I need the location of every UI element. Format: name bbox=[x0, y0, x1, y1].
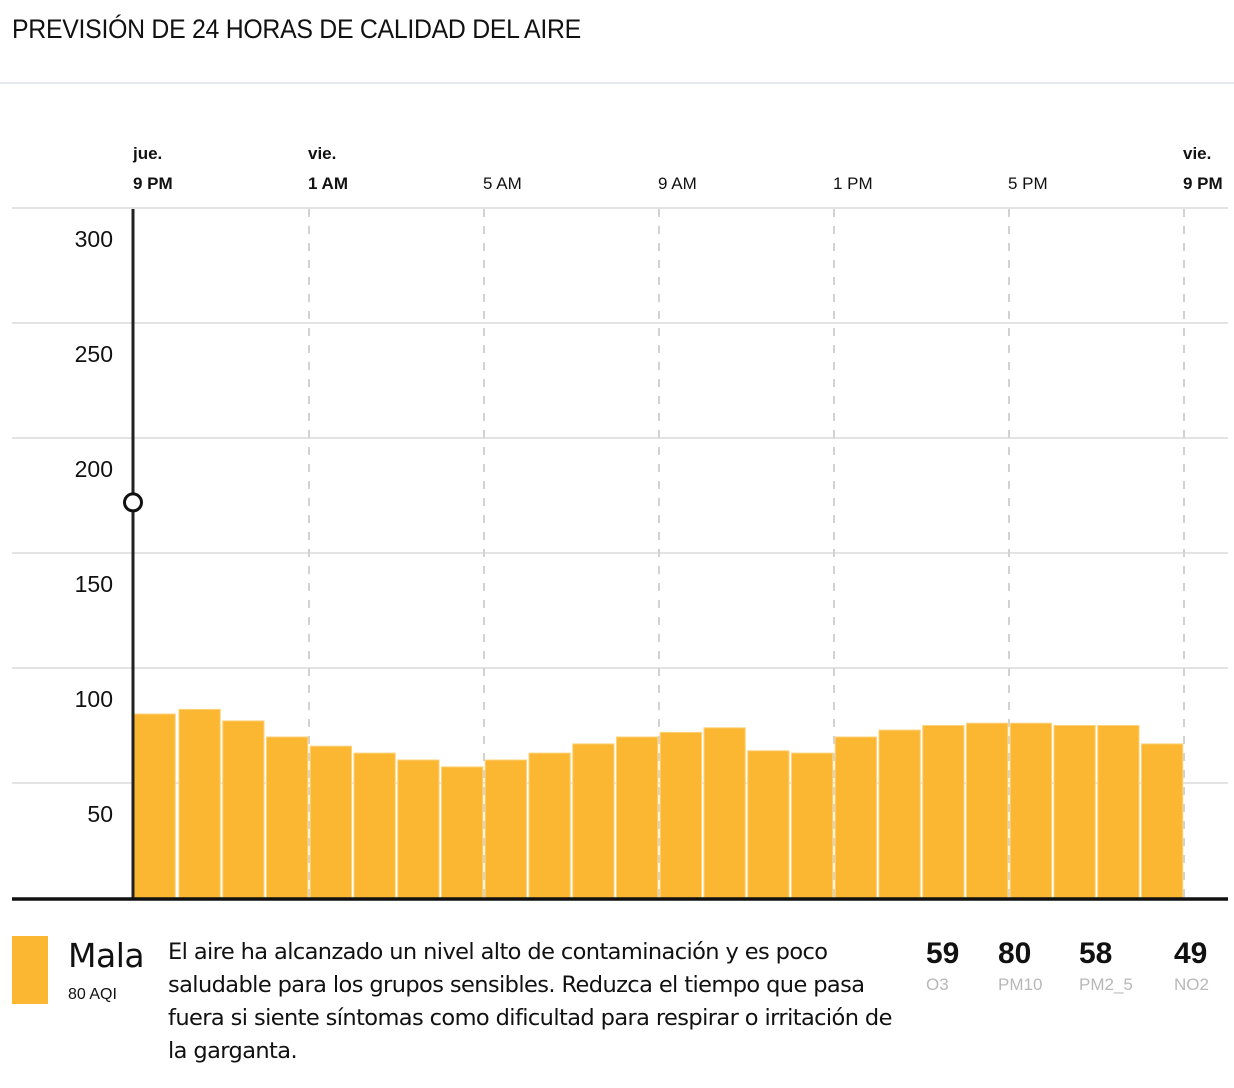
y-tick-label: 50 bbox=[87, 801, 113, 827]
pollutant-no2: 49 NO2 bbox=[1174, 936, 1209, 998]
aqi-bar bbox=[922, 725, 965, 899]
y-tick-label: 200 bbox=[75, 456, 113, 482]
y-tick-label: 150 bbox=[75, 571, 113, 597]
aqi-bar bbox=[1141, 743, 1184, 899]
y-tick-label: 300 bbox=[75, 226, 113, 252]
status-aqi-value: 80 AQI bbox=[68, 986, 117, 1003]
x-tick-time-label: 9 PM bbox=[133, 174, 173, 193]
aqi-bar bbox=[1097, 725, 1140, 899]
y-axis-labels: 50 100 150 200 250 300 bbox=[75, 226, 113, 827]
status-color-swatch bbox=[12, 936, 48, 1004]
x-tick-day-label: vie. bbox=[1183, 144, 1211, 163]
x-tick-time-label: 5 AM bbox=[483, 174, 522, 193]
pollutant-value: 58 bbox=[1079, 937, 1113, 970]
aqi-bar bbox=[791, 752, 834, 899]
x-tick-time-label: 1 AM bbox=[308, 174, 348, 193]
page-title: PREVISIÓN DE 24 HORAS DE CALIDAD DEL AIR… bbox=[12, 14, 581, 44]
pollutant-value: 59 bbox=[926, 937, 960, 970]
aqi-bar bbox=[966, 722, 1009, 899]
aqi-bar bbox=[528, 752, 571, 899]
aqi-bar bbox=[1053, 725, 1096, 899]
pollutant-value: 49 bbox=[1174, 937, 1208, 970]
axes bbox=[12, 209, 1228, 901]
aqi-bar bbox=[441, 766, 484, 899]
aqi-forecast-chart: 50 100 150 200 250 300 jue. 9 PM vie. 1 AM 5 AM 9 … bbox=[12, 144, 1228, 901]
pollutant-value: 80 bbox=[998, 937, 1032, 970]
aqi-bar bbox=[222, 720, 265, 899]
status-label: Mala bbox=[68, 936, 145, 975]
x-tick-day-label: vie. bbox=[308, 144, 336, 163]
aqi-bar bbox=[616, 736, 659, 899]
aqi-bar bbox=[178, 708, 221, 899]
x-tick-time-label: 9 AM bbox=[658, 174, 697, 193]
x-axis-labels: jue. 9 PM vie. 1 AM 5 AM 9 AM 1 PM 5 PM vie. 9 PM bbox=[132, 144, 1223, 193]
aqi-bar bbox=[1009, 722, 1052, 899]
aqi-bar bbox=[878, 729, 921, 899]
pollutant-o3: 59 O3 bbox=[926, 936, 959, 998]
aqi-bar bbox=[353, 752, 396, 899]
x-tick-time-label: 9 PM bbox=[1183, 174, 1223, 193]
pollutant-name: PM2_5 bbox=[1079, 975, 1133, 994]
pollutant-name: NO2 bbox=[1174, 975, 1209, 994]
time-gridlines bbox=[308, 209, 1185, 898]
aqi-bar bbox=[747, 750, 790, 899]
x-tick-time-label: 5 PM bbox=[1008, 174, 1048, 193]
x-tick-day-label: jue. bbox=[132, 144, 162, 163]
status-description: El aire ha alcanzado un nivel alto de co… bbox=[168, 939, 892, 1064]
bars bbox=[133, 708, 1184, 899]
aqi-bar bbox=[309, 745, 352, 899]
pollutant-name: PM10 bbox=[998, 975, 1043, 994]
aqi-bar bbox=[834, 736, 877, 899]
aqi-bar bbox=[133, 713, 176, 899]
header-separator bbox=[0, 82, 1234, 84]
pollutant-pm10: 80 PM10 bbox=[998, 936, 1042, 998]
x-tick-time-label: 1 PM bbox=[833, 174, 873, 193]
aqi-bar bbox=[572, 743, 615, 899]
pollutant-list: 59 O3 80 PM10 58 PM2_5 49 NO2 bbox=[908, 936, 1218, 1006]
aqi-bar bbox=[703, 727, 746, 899]
aqi-bar bbox=[397, 759, 440, 899]
aqi-bar bbox=[484, 759, 527, 899]
pollutant-name: O3 bbox=[926, 975, 949, 994]
aqi-bar bbox=[266, 736, 309, 899]
pollutant-pm2-5: 58 PM2_5 bbox=[1079, 936, 1133, 998]
aqi-bar bbox=[659, 731, 702, 899]
y-tick-label: 100 bbox=[75, 686, 113, 712]
y-tick-label: 250 bbox=[75, 341, 113, 367]
gridlines bbox=[12, 207, 1228, 784]
current-time-marker bbox=[123, 492, 143, 513]
